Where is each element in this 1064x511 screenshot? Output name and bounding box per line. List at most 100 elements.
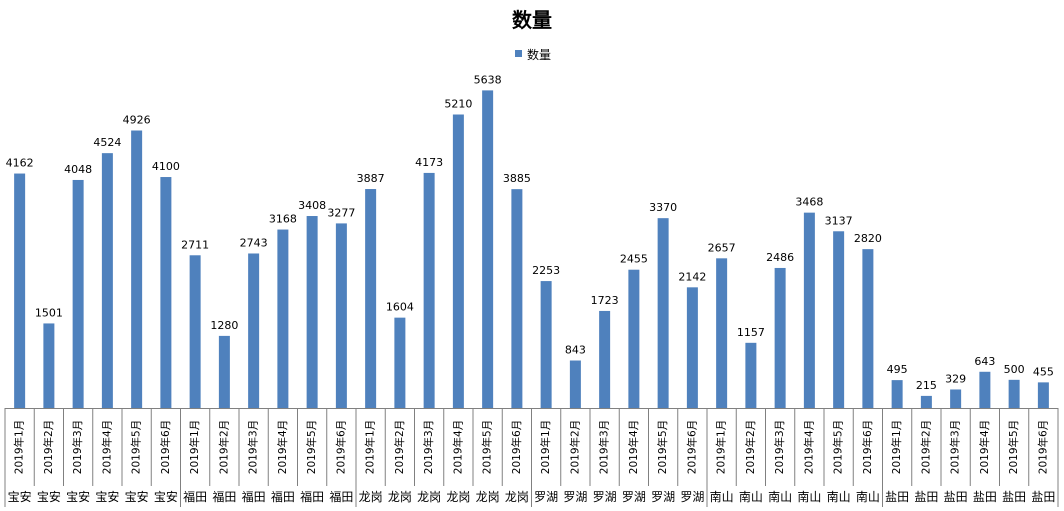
bar bbox=[43, 323, 55, 408]
category-month-label: 2019年1月 bbox=[715, 420, 728, 474]
category-month-label: 2019年2月 bbox=[42, 420, 55, 474]
bar bbox=[423, 172, 435, 408]
bar bbox=[277, 229, 289, 408]
bar bbox=[101, 153, 113, 408]
data-label: 4524 bbox=[93, 136, 121, 149]
data-label: 1723 bbox=[591, 294, 619, 307]
data-label: 3370 bbox=[649, 201, 677, 214]
data-label: 4100 bbox=[152, 160, 180, 173]
category-month-label: 2019年5月 bbox=[305, 420, 318, 474]
category-district-label: 宝安 bbox=[66, 489, 90, 504]
bar bbox=[189, 255, 201, 408]
category-district-label: 罗湖 bbox=[651, 489, 675, 504]
category-month-label: 2019年6月 bbox=[685, 420, 698, 474]
category-district-label: 罗湖 bbox=[680, 489, 704, 504]
category-district-label: 福田 bbox=[329, 489, 353, 504]
category-month-label: 2019年6月 bbox=[861, 420, 874, 474]
data-label: 455 bbox=[1033, 365, 1054, 378]
bar bbox=[365, 189, 377, 408]
category-month-label: 2019年1月 bbox=[13, 420, 26, 474]
bar bbox=[920, 395, 932, 408]
category-district-label: 南山 bbox=[856, 489, 880, 504]
category-month-label: 2019年1月 bbox=[188, 420, 201, 474]
category-district-label: 龙岗 bbox=[505, 490, 529, 504]
bar bbox=[482, 90, 494, 408]
legend: 数量 bbox=[515, 47, 551, 62]
category-district-label: 南山 bbox=[827, 489, 851, 504]
data-label: 2455 bbox=[620, 253, 648, 266]
category-month-label: 2019年5月 bbox=[656, 420, 669, 474]
data-label: 2253 bbox=[532, 264, 560, 277]
data-label: 3887 bbox=[357, 172, 385, 185]
bar bbox=[891, 380, 903, 408]
data-label: 5210 bbox=[444, 98, 472, 111]
category-month-label: 2019年1月 bbox=[539, 420, 552, 474]
data-label: 843 bbox=[565, 344, 586, 357]
category-month-label: 2019年4月 bbox=[802, 420, 815, 474]
category-month-label: 2019年1月 bbox=[364, 420, 377, 474]
data-label: 2711 bbox=[181, 238, 209, 251]
category-district-label: 罗湖 bbox=[593, 489, 617, 504]
category-month-label: 2019年1月 bbox=[890, 420, 903, 474]
legend-label: 数量 bbox=[527, 47, 551, 62]
bar bbox=[452, 114, 464, 408]
data-label: 1604 bbox=[386, 301, 414, 314]
chart-title: 数量 bbox=[512, 8, 552, 32]
bar bbox=[394, 317, 406, 408]
bar bbox=[131, 130, 143, 408]
category-district-label: 龙岗 bbox=[476, 490, 500, 504]
category-district-label: 宝安 bbox=[95, 489, 119, 504]
bar bbox=[540, 281, 552, 408]
category-district-label: 盐田 bbox=[1002, 490, 1026, 504]
category-district-label: 龙岗 bbox=[388, 490, 412, 504]
category-district-label: 南山 bbox=[768, 489, 792, 504]
bar bbox=[745, 342, 757, 408]
bar bbox=[833, 231, 845, 408]
bar bbox=[950, 389, 962, 408]
category-district-label: 盐田 bbox=[944, 490, 968, 504]
bar bbox=[1037, 382, 1049, 408]
data-label: 2486 bbox=[766, 251, 794, 264]
bars-group bbox=[14, 90, 1049, 408]
category-month-label: 2019年6月 bbox=[510, 420, 523, 474]
data-label: 3885 bbox=[503, 172, 531, 185]
data-label: 3468 bbox=[795, 196, 823, 209]
category-district-label: 南山 bbox=[739, 489, 763, 504]
category-month-label: 2019年4月 bbox=[627, 420, 640, 474]
category-month-label: 2019年4月 bbox=[451, 420, 464, 474]
category-month-label: 2019年2月 bbox=[919, 420, 932, 474]
bar bbox=[686, 287, 698, 408]
category-month-label: 2019年4月 bbox=[978, 420, 991, 474]
data-label: 500 bbox=[1004, 363, 1025, 376]
data-label: 3408 bbox=[298, 199, 326, 212]
bar bbox=[160, 177, 172, 408]
category-district-label: 龙岗 bbox=[446, 490, 470, 504]
data-label: 2142 bbox=[678, 270, 706, 283]
category-district-label: 福田 bbox=[212, 489, 236, 504]
category-district-label: 福田 bbox=[183, 489, 207, 504]
category-month-label: 2019年4月 bbox=[276, 420, 289, 474]
category-month-label: 2019年5月 bbox=[1007, 420, 1020, 474]
category-district-label: 盐田 bbox=[973, 490, 997, 504]
data-label: 495 bbox=[887, 363, 908, 376]
category-month-label: 2019年6月 bbox=[1036, 420, 1049, 474]
category-month-label: 2019年6月 bbox=[159, 420, 172, 474]
category-district-label: 南山 bbox=[797, 489, 821, 504]
category-month-label: 2019年2月 bbox=[393, 420, 406, 474]
data-label: 1157 bbox=[737, 326, 765, 339]
data-label: 3277 bbox=[327, 206, 355, 219]
category-month-label: 2019年5月 bbox=[130, 420, 143, 474]
bar bbox=[248, 253, 260, 408]
bar bbox=[1008, 379, 1020, 408]
data-label: 4173 bbox=[415, 156, 443, 169]
category-month-label: 2019年5月 bbox=[481, 420, 494, 474]
data-label: 5638 bbox=[474, 73, 502, 86]
bar bbox=[335, 223, 347, 408]
data-label: 2743 bbox=[240, 236, 268, 249]
bar bbox=[628, 269, 640, 408]
category-district-label: 罗湖 bbox=[563, 489, 587, 504]
bar bbox=[306, 216, 318, 408]
bar bbox=[569, 360, 581, 408]
category-month-label: 2019年6月 bbox=[334, 420, 347, 474]
